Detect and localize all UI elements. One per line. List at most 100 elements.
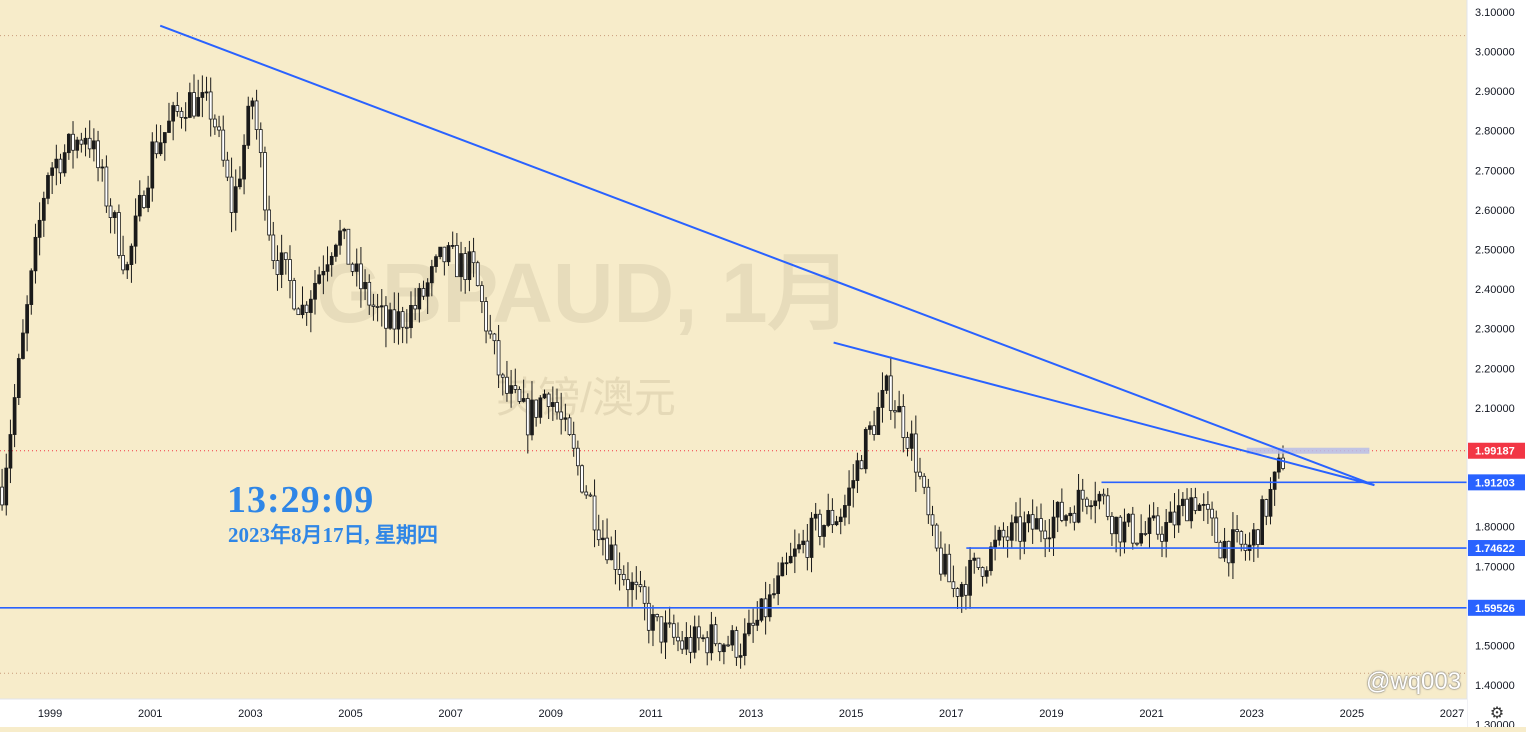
candle-body [1118,516,1123,543]
candle-body [162,132,167,144]
candle-body [697,626,701,639]
candle-body [1018,516,1023,542]
candle-body [238,178,242,188]
price-axis[interactable]: 3.10000 3.00000 2.90000 2.80000 2.70000 2.600… [1466,0,1526,732]
candle-body [701,637,705,640]
candle-body [880,389,885,408]
candle-body [655,614,660,618]
candle-body [964,584,968,596]
candle-body [968,559,972,596]
candle-body [1105,495,1110,517]
candle-body [722,644,726,653]
time-axis[interactable]: 1999 2001 2003 2005 2007 2009 2011 2013 2015 2017… [0,698,1467,727]
year-tick-label: 2017 [939,708,963,720]
year-tick-label: 2011 [639,708,663,720]
candle-body [588,494,593,497]
clock-time: 13:29:09 [227,479,375,521]
candle-body [980,567,985,577]
candle-body [496,340,501,376]
candle-body [8,434,13,469]
candle-body [308,298,313,313]
candle-body [1151,515,1156,519]
year-tick-label: 2003 [238,708,262,720]
candle-body [680,640,685,650]
candle-body [801,540,806,546]
candle-body [254,100,259,130]
candle-body [976,557,981,568]
candle-body [1147,517,1152,534]
candle-body [1085,498,1089,507]
candle-body [87,137,92,150]
candle-body [54,158,59,169]
candle-body [409,305,413,329]
author-brand: @wq003 [1366,668,1462,695]
time-axis-background [0,699,1467,727]
candle-body [884,375,889,391]
candle-body [1030,514,1035,530]
candle-body [930,514,935,526]
year-tick-label: 2001 [138,708,162,720]
candle-body [546,393,551,407]
description-watermark: 英镑/澳元 [496,374,676,421]
candle-body [959,584,964,597]
candle-body [550,402,555,407]
price-tick-label: 1.80000 [1475,522,1515,534]
candle-body [922,475,927,488]
candle-body [1126,513,1131,523]
level-tag-2[interactable]: 1.59526 [1468,599,1525,616]
candle-body [267,209,271,236]
price-tick-label: 2.60000 [1475,205,1515,217]
candle-body [1026,514,1031,524]
year-tick-label: 2013 [739,708,763,720]
candle-body [29,270,34,305]
candle-body [688,637,693,653]
candle-body [104,166,109,207]
candle-body [375,306,380,308]
price-highlight-band [1246,447,1370,454]
candle-body [25,304,29,334]
candle-body [500,374,505,378]
candle-body [1260,499,1264,545]
plot-background [0,0,1467,699]
current-price-tag[interactable]: 1.99187 [1468,442,1525,459]
candle-body [1276,457,1281,473]
candle-body [1114,516,1118,535]
candle-body [530,399,534,436]
candle-body [263,152,267,211]
candle-body [626,579,630,591]
candle-body [671,623,676,638]
candle-body [1143,533,1148,535]
candle-body [1072,512,1077,523]
candle-body [709,624,714,654]
candle-body [1251,529,1256,546]
gear-icon[interactable]: ⚙ [1489,705,1505,722]
level-tag-0-bg [1468,474,1525,491]
candle-body [359,263,363,290]
candle-body [275,260,280,275]
trendline-0[interactable] [159,24,1375,487]
candle-body [563,417,568,420]
trendline-1[interactable] [833,341,1375,487]
level-tag-0[interactable]: 1.91203 [1468,474,1525,491]
candle-body [818,513,822,537]
candle-body [150,141,155,189]
candles [0,74,1285,669]
candle-body [221,129,226,161]
level-tag-1[interactable]: 1.74622 [1468,540,1525,557]
candle-body [1168,511,1173,523]
candle-body [1155,515,1160,535]
candle-body [555,402,559,413]
candle-body [33,236,38,272]
candle-body [1172,511,1177,526]
candle-body [288,259,292,281]
candle-body [805,540,810,558]
candle-body [939,547,943,575]
candle-body [772,593,776,596]
candle-body [1047,537,1052,540]
candle-body [1193,497,1198,511]
candle-body [788,555,793,564]
candle-body [183,117,188,119]
candle-body [1226,540,1231,564]
